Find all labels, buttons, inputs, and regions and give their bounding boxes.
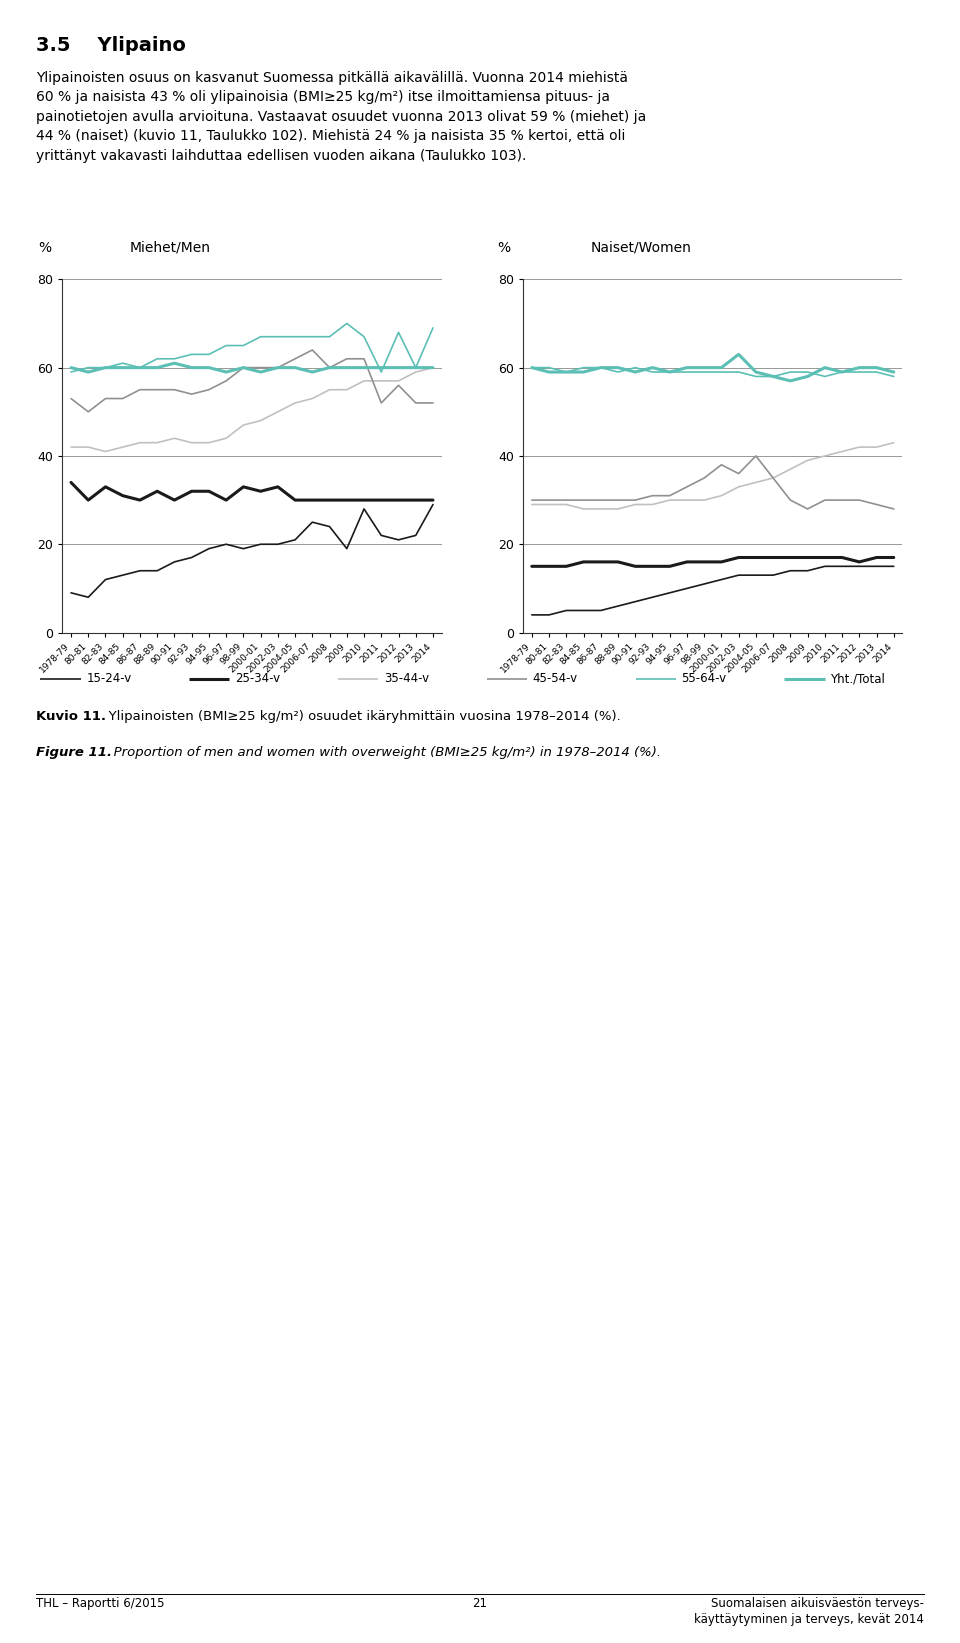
- Text: 45-54-v: 45-54-v: [533, 672, 578, 685]
- Text: Suomalaisen aikuisväestön terveys-
käyttäytyminen ja terveys, kevät 2014: Suomalaisen aikuisväestön terveys- käytt…: [694, 1597, 924, 1627]
- Text: Ylipainoisten osuus on kasvanut Suomessa pitkällä aikavälillä. Vuonna 2014 miehi: Ylipainoisten osuus on kasvanut Suomessa…: [36, 71, 647, 163]
- Text: Yht./Total: Yht./Total: [830, 672, 885, 685]
- Text: %: %: [38, 240, 52, 255]
- Text: 35-44-v: 35-44-v: [384, 672, 429, 685]
- Text: 15-24-v: 15-24-v: [86, 672, 132, 685]
- Text: Figure 11.: Figure 11.: [36, 746, 112, 759]
- Text: 3.5    Ylipaino: 3.5 Ylipaino: [36, 36, 186, 56]
- Text: THL – Raportti 6/2015: THL – Raportti 6/2015: [36, 1597, 165, 1610]
- Text: Ylipainoisten (BMI≥25 kg/m²) osuudet ikäryhmittäin vuosina 1978–2014 (%).: Ylipainoisten (BMI≥25 kg/m²) osuudet ikä…: [102, 710, 620, 723]
- Text: 55-64-v: 55-64-v: [682, 672, 727, 685]
- Text: 25-34-v: 25-34-v: [235, 672, 280, 685]
- Text: %: %: [497, 240, 511, 255]
- Text: Miehet/Men: Miehet/Men: [130, 240, 210, 255]
- Text: Kuvio 11.: Kuvio 11.: [36, 710, 107, 723]
- Text: Proportion of men and women with overweight (BMI≥25 kg/m²) in 1978–2014 (%).: Proportion of men and women with overwei…: [107, 746, 660, 759]
- Text: Naiset/Women: Naiset/Women: [590, 240, 691, 255]
- Text: 21: 21: [472, 1597, 488, 1610]
